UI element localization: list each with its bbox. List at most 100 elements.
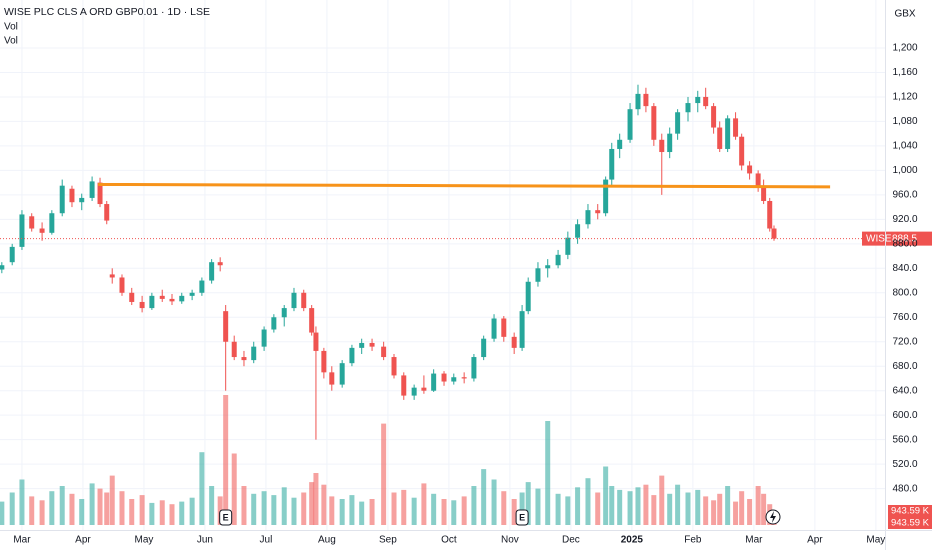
volume-bar	[391, 492, 397, 525]
candle-body	[291, 292, 297, 309]
level-line	[98, 182, 831, 189]
y-tick-label: 720.0	[892, 336, 917, 347]
candle-body	[391, 357, 397, 376]
candle-body	[711, 106, 717, 128]
candle-body	[565, 237, 571, 255]
candle-body	[471, 357, 477, 379]
volume-bar	[545, 421, 551, 525]
candle-body	[321, 350, 327, 373]
x-tick-label: Oct	[441, 535, 457, 546]
price-tag-value: 888.5	[892, 233, 917, 244]
volume-bar	[401, 489, 407, 525]
candle-body	[525, 281, 531, 312]
y-tick-label: 800.0	[892, 287, 917, 298]
indicator-label: Vol	[4, 22, 18, 33]
candle-body	[767, 200, 773, 229]
candle-body	[169, 298, 175, 302]
candle-body	[401, 375, 407, 396]
volume-bar	[421, 483, 427, 525]
volume-bar	[501, 491, 507, 525]
candle-body	[309, 308, 315, 333]
volume-tag	[888, 517, 932, 529]
candle-body	[675, 112, 681, 134]
candle-body	[431, 373, 437, 391]
volume-bar	[321, 484, 327, 525]
x-tick-label: Sep	[379, 535, 397, 546]
lightning-icon	[765, 509, 781, 525]
candle-body	[271, 317, 277, 330]
volume-bar	[251, 493, 257, 525]
candle-body	[104, 204, 110, 221]
volume-bar	[179, 501, 185, 525]
candle-body	[129, 292, 135, 302]
candle-body	[159, 295, 165, 299]
volume-bar	[643, 484, 649, 525]
volume-bar	[471, 486, 477, 525]
volume-bar	[349, 495, 355, 525]
volume-bar	[711, 500, 717, 525]
volume-bar	[313, 473, 319, 525]
candle-body	[189, 292, 195, 296]
y-tick-label: 840.0	[892, 263, 917, 274]
candle-body	[231, 341, 237, 358]
volume-bar	[329, 496, 335, 525]
x-tick-label: Mar	[745, 535, 763, 546]
volume-bar	[69, 493, 75, 525]
candle-body	[585, 210, 591, 225]
volume-bar	[59, 486, 65, 525]
x-tick-label: Aug	[318, 535, 336, 546]
candle-body	[79, 197, 85, 203]
volume-bar	[747, 499, 753, 525]
candle-body	[281, 308, 287, 318]
candle-body	[651, 106, 657, 140]
candle-body	[149, 295, 155, 309]
volume-pane	[0, 395, 777, 525]
volume-bar	[585, 478, 591, 525]
chart-title: WISE PLC CLS A ORD GBP0.01 · 1D · LSE	[4, 6, 210, 18]
y-tick-label: 1,160	[892, 67, 917, 78]
volume-bar	[717, 493, 723, 525]
candle-body	[261, 329, 267, 347]
volume-bar	[595, 492, 601, 525]
volume-bar	[491, 479, 497, 525]
volume-bar	[261, 491, 267, 525]
currency-label: GBX	[894, 9, 915, 20]
candle-body	[575, 224, 581, 238]
volume-bar	[627, 491, 633, 525]
candle-body	[555, 254, 561, 266]
axes: 1,200 1,160 1,120 1,080 1,040 1,000 960.0 920.0…	[13, 43, 918, 546]
x-tick-label: Mar	[13, 535, 31, 546]
candle-body	[89, 181, 95, 198]
volume-bar	[49, 491, 55, 525]
candle-body	[97, 182, 103, 205]
candle-body	[349, 347, 355, 364]
volume-bar	[565, 496, 571, 525]
candle-body	[535, 268, 541, 282]
candle-body	[49, 213, 55, 233]
volume-bar	[301, 492, 307, 525]
volume-bar	[359, 501, 365, 525]
candle-body	[179, 295, 185, 302]
candle-body	[627, 109, 633, 140]
candle-body	[69, 188, 75, 203]
x-tick-label: 2025	[621, 535, 644, 546]
candle-body	[139, 301, 145, 309]
volume-bar	[755, 486, 761, 525]
y-tick-label: 600.0	[892, 410, 917, 421]
volume-bar	[309, 482, 315, 525]
y-tick-label: 1,120	[892, 92, 917, 103]
y-tick-label: 1,040	[892, 141, 917, 152]
volume-bar	[659, 475, 665, 525]
candle-body	[545, 265, 551, 269]
volume-bar	[511, 499, 517, 525]
volume-bar	[79, 499, 85, 525]
candle-body	[609, 148, 615, 180]
candle-body	[251, 346, 257, 361]
x-tick-label: Apr	[75, 535, 91, 546]
volume-bar	[339, 499, 345, 525]
candle-body	[19, 214, 25, 247]
candle-body	[685, 103, 691, 113]
candle-body	[369, 342, 375, 347]
volume-bar	[461, 496, 467, 525]
